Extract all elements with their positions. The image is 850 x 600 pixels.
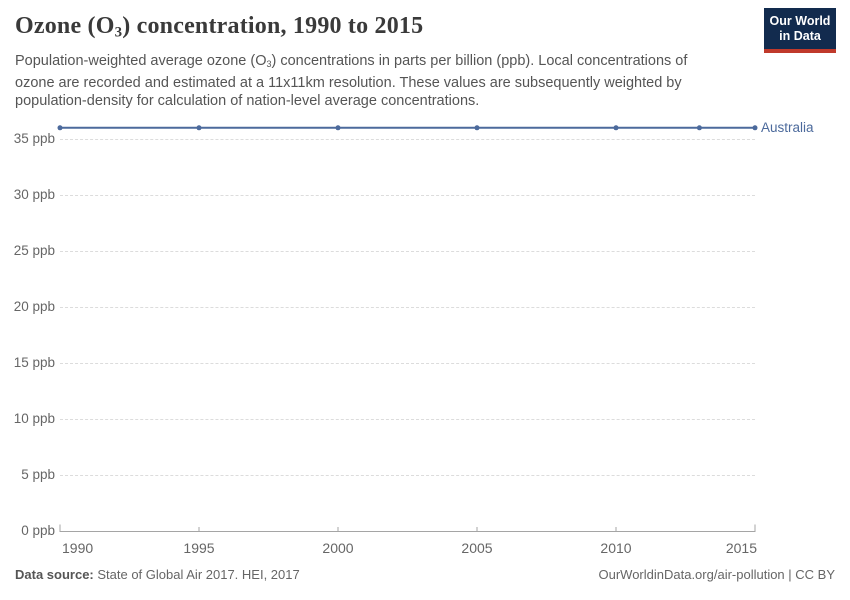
subtitle-text-end: ) concentrations in parts per billion (p… — [15, 53, 688, 109]
x-axis — [59, 524, 756, 532]
y-gridline — [60, 307, 755, 308]
y-axis-tick-label: 20 ppb — [13, 299, 55, 314]
x-axis-tick-label: 2015 — [725, 540, 757, 556]
owid-logo: Our World in Data — [764, 8, 836, 53]
y-gridline — [60, 475, 755, 476]
y-gridline — [60, 363, 755, 364]
title-subscript: 3 — [114, 24, 123, 41]
data-point-2015[interactable] — [752, 125, 758, 131]
y-gridline — [60, 419, 755, 420]
datasource-label: Data source: — [15, 567, 94, 582]
y-axis-tick-label: 35 ppb — [13, 131, 55, 146]
data-point-1990[interactable] — [57, 125, 63, 131]
x-axis-tick-label: 2000 — [322, 540, 354, 556]
series-label-australia[interactable]: Australia — [761, 119, 814, 135]
y-axis-tick-label: 25 ppb — [13, 243, 55, 258]
y-gridline — [60, 251, 755, 252]
plot-canvas — [57, 125, 758, 532]
chart-subtitle: Population-weighted average ozone (O3) c… — [15, 52, 717, 110]
y-axis-tick-label: 0 ppb — [21, 523, 55, 538]
data-point-2005[interactable] — [474, 125, 480, 131]
owid-logo-line1: Our World — [769, 14, 831, 28]
y-axis-tick-label: 30 ppb — [13, 187, 55, 202]
y-axis-tick-label: 15 ppb — [13, 355, 55, 370]
data-point-2000[interactable] — [335, 125, 341, 131]
owid-logo-line2: in Data — [779, 29, 821, 43]
y-gridline — [60, 139, 755, 140]
footer-datasource: Data source: State of Global Air 2017. H… — [15, 567, 300, 582]
title-text-end: ) concentration, 1990 to 2015 — [122, 13, 424, 39]
data-point-2010[interactable] — [613, 125, 619, 131]
x-axis-tick-label: 1995 — [183, 540, 215, 556]
footer-license-link[interactable]: OurWorldinData.org/air-pollution | CC BY — [598, 567, 835, 582]
subtitle-subscript: 3 — [266, 59, 272, 70]
chart-footer: Data source: State of Global Air 2017. H… — [15, 567, 835, 582]
data-point-2013[interactable] — [696, 125, 702, 131]
datasource-text: State of Global Air 2017. HEI, 2017 — [93, 567, 300, 582]
title-text: Ozone (O — [15, 13, 115, 39]
x-axis-tick-label: 2010 — [600, 540, 632, 556]
data-point-1995[interactable] — [196, 125, 202, 131]
x-axis-tick-label: 1990 — [62, 540, 94, 556]
x-axis-tick-label: 2005 — [461, 540, 493, 556]
page-title: Ozone (O3) concentration, 1990 to 2015 — [15, 13, 423, 42]
y-axis-tick-label: 10 ppb — [13, 411, 55, 426]
subtitle-text: Population-weighted average ozone (O — [15, 53, 267, 69]
y-axis-tick-label: 5 ppb — [21, 467, 55, 482]
chart-area: Australia 0 ppb 5 ppb 10 ppb 15 ppb 20 ppb 25… — [0, 110, 850, 570]
y-gridline — [60, 195, 755, 196]
